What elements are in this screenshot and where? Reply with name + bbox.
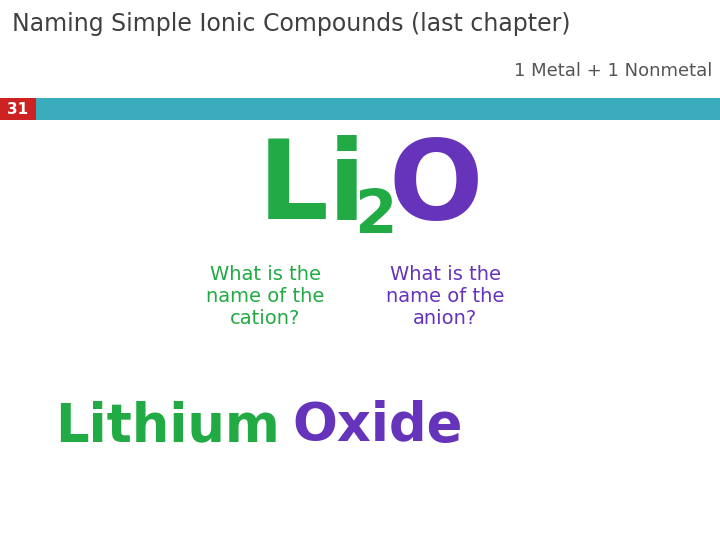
Text: 31: 31	[7, 102, 29, 117]
Text: What is the
name of the
anion?: What is the name of the anion?	[386, 265, 504, 328]
Text: Naming Simple Ionic Compounds (last chapter): Naming Simple Ionic Compounds (last chap…	[12, 12, 570, 36]
Text: Oxide: Oxide	[292, 400, 462, 452]
Text: 1 Metal + 1 Nonmetal: 1 Metal + 1 Nonmetal	[513, 62, 712, 80]
Text: 2: 2	[354, 187, 397, 246]
Bar	[0, 98, 720, 120]
Text: Li: Li	[258, 135, 367, 242]
Bar	[0, 98, 36, 120]
Text: What is the
name of the
cation?: What is the name of the cation?	[206, 265, 324, 328]
Text: O: O	[388, 135, 482, 242]
Text: Lithium: Lithium	[55, 400, 280, 452]
